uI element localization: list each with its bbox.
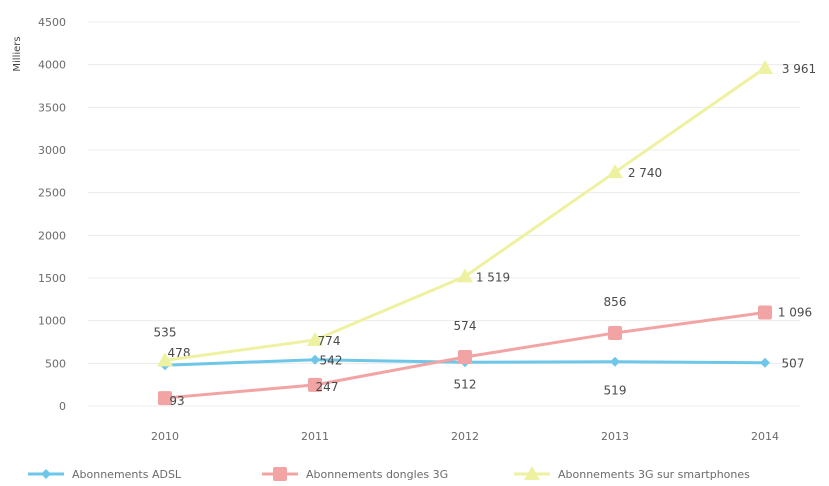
data-label-abonnements-3g-sur-smartphones-2013: 2 740 <box>628 166 662 180</box>
data-point-abonnements-3g-sur-smartphones-2010 <box>157 352 173 367</box>
y-tick-label-2500: 2500 <box>38 187 66 200</box>
data-label-abonnements-3g-sur-smartphones-2010: 535 <box>154 325 177 339</box>
data-point-abonnements-3g-sur-smartphones-2014 <box>757 59 773 74</box>
y-tick-label-2000: 2000 <box>38 229 66 242</box>
x-tick-label-2011: 2011 <box>301 430 329 443</box>
y-tick-label-4500: 4500 <box>38 16 66 29</box>
legend-marker-abonnements-3g-sur-smartphones <box>524 466 540 480</box>
data-label-abonnements-adsl-2014: 507 <box>782 357 805 371</box>
data-point-abonnements-adsl-2013 <box>610 356 620 367</box>
legend-label-abonnements-3g-sur-smartphones: Abonnements 3G sur smartphones <box>558 468 750 481</box>
data-point-abonnements-dongles-3g-2014 <box>758 305 772 320</box>
y-tick-label-4000: 4000 <box>38 59 66 72</box>
y-tick-label-0: 0 <box>59 400 66 413</box>
data-label-abonnements-dongles-3g-2012: 574 <box>454 319 477 333</box>
data-point-abonnements-dongles-3g-2012 <box>458 350 472 365</box>
data-label-abonnements-3g-sur-smartphones-2014: 3 961 <box>782 62 816 76</box>
data-label-abonnements-3g-sur-smartphones-2011: 774 <box>318 334 341 348</box>
data-point-abonnements-dongles-3g-2013 <box>608 325 622 340</box>
data-point-abonnements-3g-sur-smartphones-2012 <box>457 268 473 283</box>
x-tick-label-2014: 2014 <box>751 430 779 443</box>
data-label-abonnements-dongles-3g-2013: 856 <box>604 295 627 309</box>
data-label-abonnements-adsl-2012: 512 <box>454 377 477 391</box>
data-point-abonnements-3g-sur-smartphones-2013 <box>607 164 623 179</box>
data-point-abonnements-adsl-2014 <box>760 357 770 368</box>
data-label-abonnements-adsl-2011: 542 <box>320 354 343 368</box>
data-label-abonnements-adsl-2013: 519 <box>604 384 627 398</box>
legend-marker-abonnements-adsl <box>41 469 51 479</box>
data-point-abonnements-3g-sur-smartphones-2011 <box>307 331 323 346</box>
x-tick-label-2012: 2012 <box>451 430 479 443</box>
y-axis-label: Milliers <box>12 36 23 71</box>
data-point-abonnements-adsl-2011 <box>310 354 320 365</box>
data-label-abonnements-dongles-3g-2014: 1 096 <box>778 305 812 319</box>
data-point-abonnements-dongles-3g-2011 <box>308 377 322 392</box>
x-tick-label-2010: 2010 <box>151 430 179 443</box>
x-tick-label-2013: 2013 <box>601 430 629 443</box>
data-label-abonnements-dongles-3g-2011: 247 <box>316 380 339 394</box>
series-line-abonnements-3g-sur-smartphones <box>164 66 766 362</box>
y-tick-label-500: 500 <box>45 357 66 370</box>
y-tick-label-1000: 1000 <box>38 315 66 328</box>
y-tick-label-3000: 3000 <box>38 144 66 157</box>
legend-label-abonnements-dongles-3g: Abonnements dongles 3G <box>306 468 448 481</box>
data-point-abonnements-dongles-3g-2010 <box>158 391 172 406</box>
legend-marker-abonnements-dongles-3g <box>273 467 287 481</box>
y-tick-label-3500: 3500 <box>38 101 66 114</box>
data-label-abonnements-dongles-3g-2010: 93 <box>169 394 184 408</box>
data-label-abonnements-3g-sur-smartphones-2012: 1 519 <box>476 270 510 284</box>
legend-label-abonnements-adsl: Abonnements ADSL <box>72 468 182 481</box>
y-tick-label-1500: 1500 <box>38 272 66 285</box>
